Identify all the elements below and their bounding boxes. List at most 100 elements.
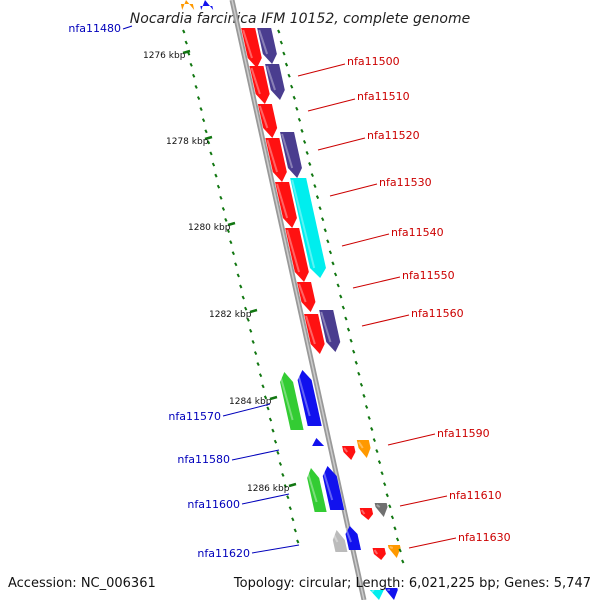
gene-label-nfa11580[interactable]: nfa11580	[177, 453, 230, 466]
tick-dot	[321, 217, 325, 222]
scale-label-1280: 1280 kbp	[188, 223, 231, 233]
gene-arrow-green[interactable]	[280, 372, 304, 430]
major-tick	[269, 395, 278, 401]
gene-arrow-lightgray[interactable]	[332, 530, 348, 552]
gene-arrow-cyan[interactable]	[290, 178, 326, 278]
gene-arrow-red[interactable]	[249, 66, 270, 104]
reverse-strand-genes	[180, 0, 361, 552]
gene-arrow-blue-shine	[200, 0, 203, 3]
gene-label-nfa11540[interactable]: nfa11540	[391, 226, 444, 239]
major-tick	[204, 135, 213, 141]
tick-dot	[346, 327, 351, 332]
gene-arrow-red[interactable]	[257, 104, 278, 138]
gene-arrow-orange[interactable]	[180, 0, 195, 10]
gene-arrow-red[interactable]	[342, 446, 356, 460]
tick-dot	[288, 506, 292, 511]
tick-dot	[201, 118, 206, 123]
tick-dot	[300, 128, 304, 133]
gene-label-nfa11620[interactable]: nfa11620	[197, 547, 250, 560]
leader-line	[231, 449, 280, 461]
tick-dot	[258, 373, 263, 378]
tick-dot	[196, 96, 201, 100]
leader-line	[241, 493, 290, 505]
tick-dot	[367, 416, 371, 420]
gene-arrow-cyan[interactable]	[369, 590, 384, 600]
gene-arrow-gray[interactable]	[374, 503, 388, 517]
gene-arrow-blue[interactable]	[345, 526, 361, 550]
gene-arrow-purple-shine	[258, 29, 269, 55]
tick-dot	[385, 493, 389, 498]
forward-gene-labels: nfa11500 nfa11510 nfa11520 nfa11530 nfa1…	[297, 55, 511, 549]
gene-label-nfa11570[interactable]: nfa11570	[168, 410, 221, 423]
major-tick	[288, 482, 297, 488]
gene-arrow-purple[interactable]	[280, 132, 302, 178]
tick-dot	[302, 139, 307, 144]
tick-dot	[398, 548, 402, 553]
accession-text: Accession: NC_006361	[8, 576, 156, 591]
gene-label-nfa11480[interactable]: nfa11480	[68, 22, 121, 35]
gene-arrow-cyan-shine	[371, 589, 375, 593]
tick-dot	[293, 528, 297, 533]
leader-line	[341, 233, 390, 247]
tick-dot	[344, 316, 348, 321]
gene-label-nfa11560[interactable]: nfa11560	[411, 307, 464, 320]
tick-dot	[383, 482, 387, 487]
gene-label-nfa11530[interactable]: nfa11530	[379, 176, 432, 189]
tick-dot	[310, 173, 314, 177]
tick-dot	[283, 484, 288, 489]
tick-dot	[323, 228, 327, 233]
gene-arrow-purple[interactable]	[265, 64, 285, 100]
gene-arrow-red[interactable]	[241, 28, 262, 68]
tick-dot	[315, 195, 320, 200]
gene-arrow-blue-shine	[344, 527, 352, 543]
gene-label-nfa11520[interactable]: nfa11520	[367, 129, 420, 142]
scale-label-1284: 1284 kbp	[229, 397, 272, 407]
gene-arrow-purple[interactable]	[257, 28, 277, 64]
gene-arrow-red[interactable]	[304, 314, 325, 354]
tick-dot	[184, 40, 188, 45]
gene-arrow-orange[interactable]	[356, 440, 371, 458]
gene-arrow-red-shine	[250, 67, 261, 95]
gene-arrow-red[interactable]	[265, 138, 287, 182]
gene-label-nfa11610[interactable]: nfa11610	[449, 489, 502, 502]
tick-dot	[286, 495, 290, 500]
gene-arrow-gray-shine	[376, 504, 381, 508]
gene-arrow-orange-shine	[181, 0, 184, 3]
gene-arrow-red[interactable]	[297, 282, 316, 312]
tick-dot	[221, 206, 226, 211]
gene-arrow-green[interactable]	[307, 468, 327, 512]
tick-dot	[359, 382, 364, 387]
gene-arrow-lightgray-shine	[331, 531, 339, 543]
tick-dot	[326, 239, 330, 244]
gene-label-nfa11600[interactable]: nfa11600	[187, 498, 240, 511]
gene-arrow-red[interactable]	[285, 228, 309, 282]
leader-line	[251, 544, 300, 554]
tick-dot	[292, 95, 296, 100]
gene-label-nfa11500[interactable]: nfa11500	[347, 55, 400, 68]
gene-arrow-red-shine	[373, 549, 379, 555]
gene-arrow-purple[interactable]	[319, 310, 341, 352]
gene-arrow-red-shine	[360, 509, 366, 515]
tick-dot	[276, 450, 280, 455]
gene-arrow-blue[interactable]	[200, 0, 214, 10]
gene-arrow-orange-shine	[357, 441, 364, 449]
gene-label-nfa11590[interactable]: nfa11590	[437, 427, 490, 440]
gene-arrow-blue[interactable]	[322, 466, 345, 510]
leader-line	[387, 433, 436, 446]
gene-arrow-blue[interactable]	[312, 438, 325, 446]
gene-arrow-orange[interactable]	[387, 545, 401, 558]
major-tick	[182, 49, 191, 55]
scale-label-1282: 1282 kbp	[209, 310, 252, 320]
gene-arrow-red[interactable]	[359, 508, 374, 520]
gene-label-nfa11630[interactable]: nfa11630	[458, 531, 511, 544]
tick-dot	[239, 284, 243, 289]
tick-dot	[393, 526, 397, 531]
scale-ticks	[182, 29, 405, 564]
gene-label-nfa11550[interactable]: nfa11550	[402, 269, 455, 282]
gene-arrow-red[interactable]	[372, 548, 386, 560]
gene-arrow-blue[interactable]	[385, 588, 398, 600]
gene-arrow-red[interactable]	[275, 182, 297, 228]
gene-arrow-blue[interactable]	[297, 370, 322, 426]
gene-label-nfa11510[interactable]: nfa11510	[357, 90, 410, 103]
tick-dot	[256, 362, 260, 367]
